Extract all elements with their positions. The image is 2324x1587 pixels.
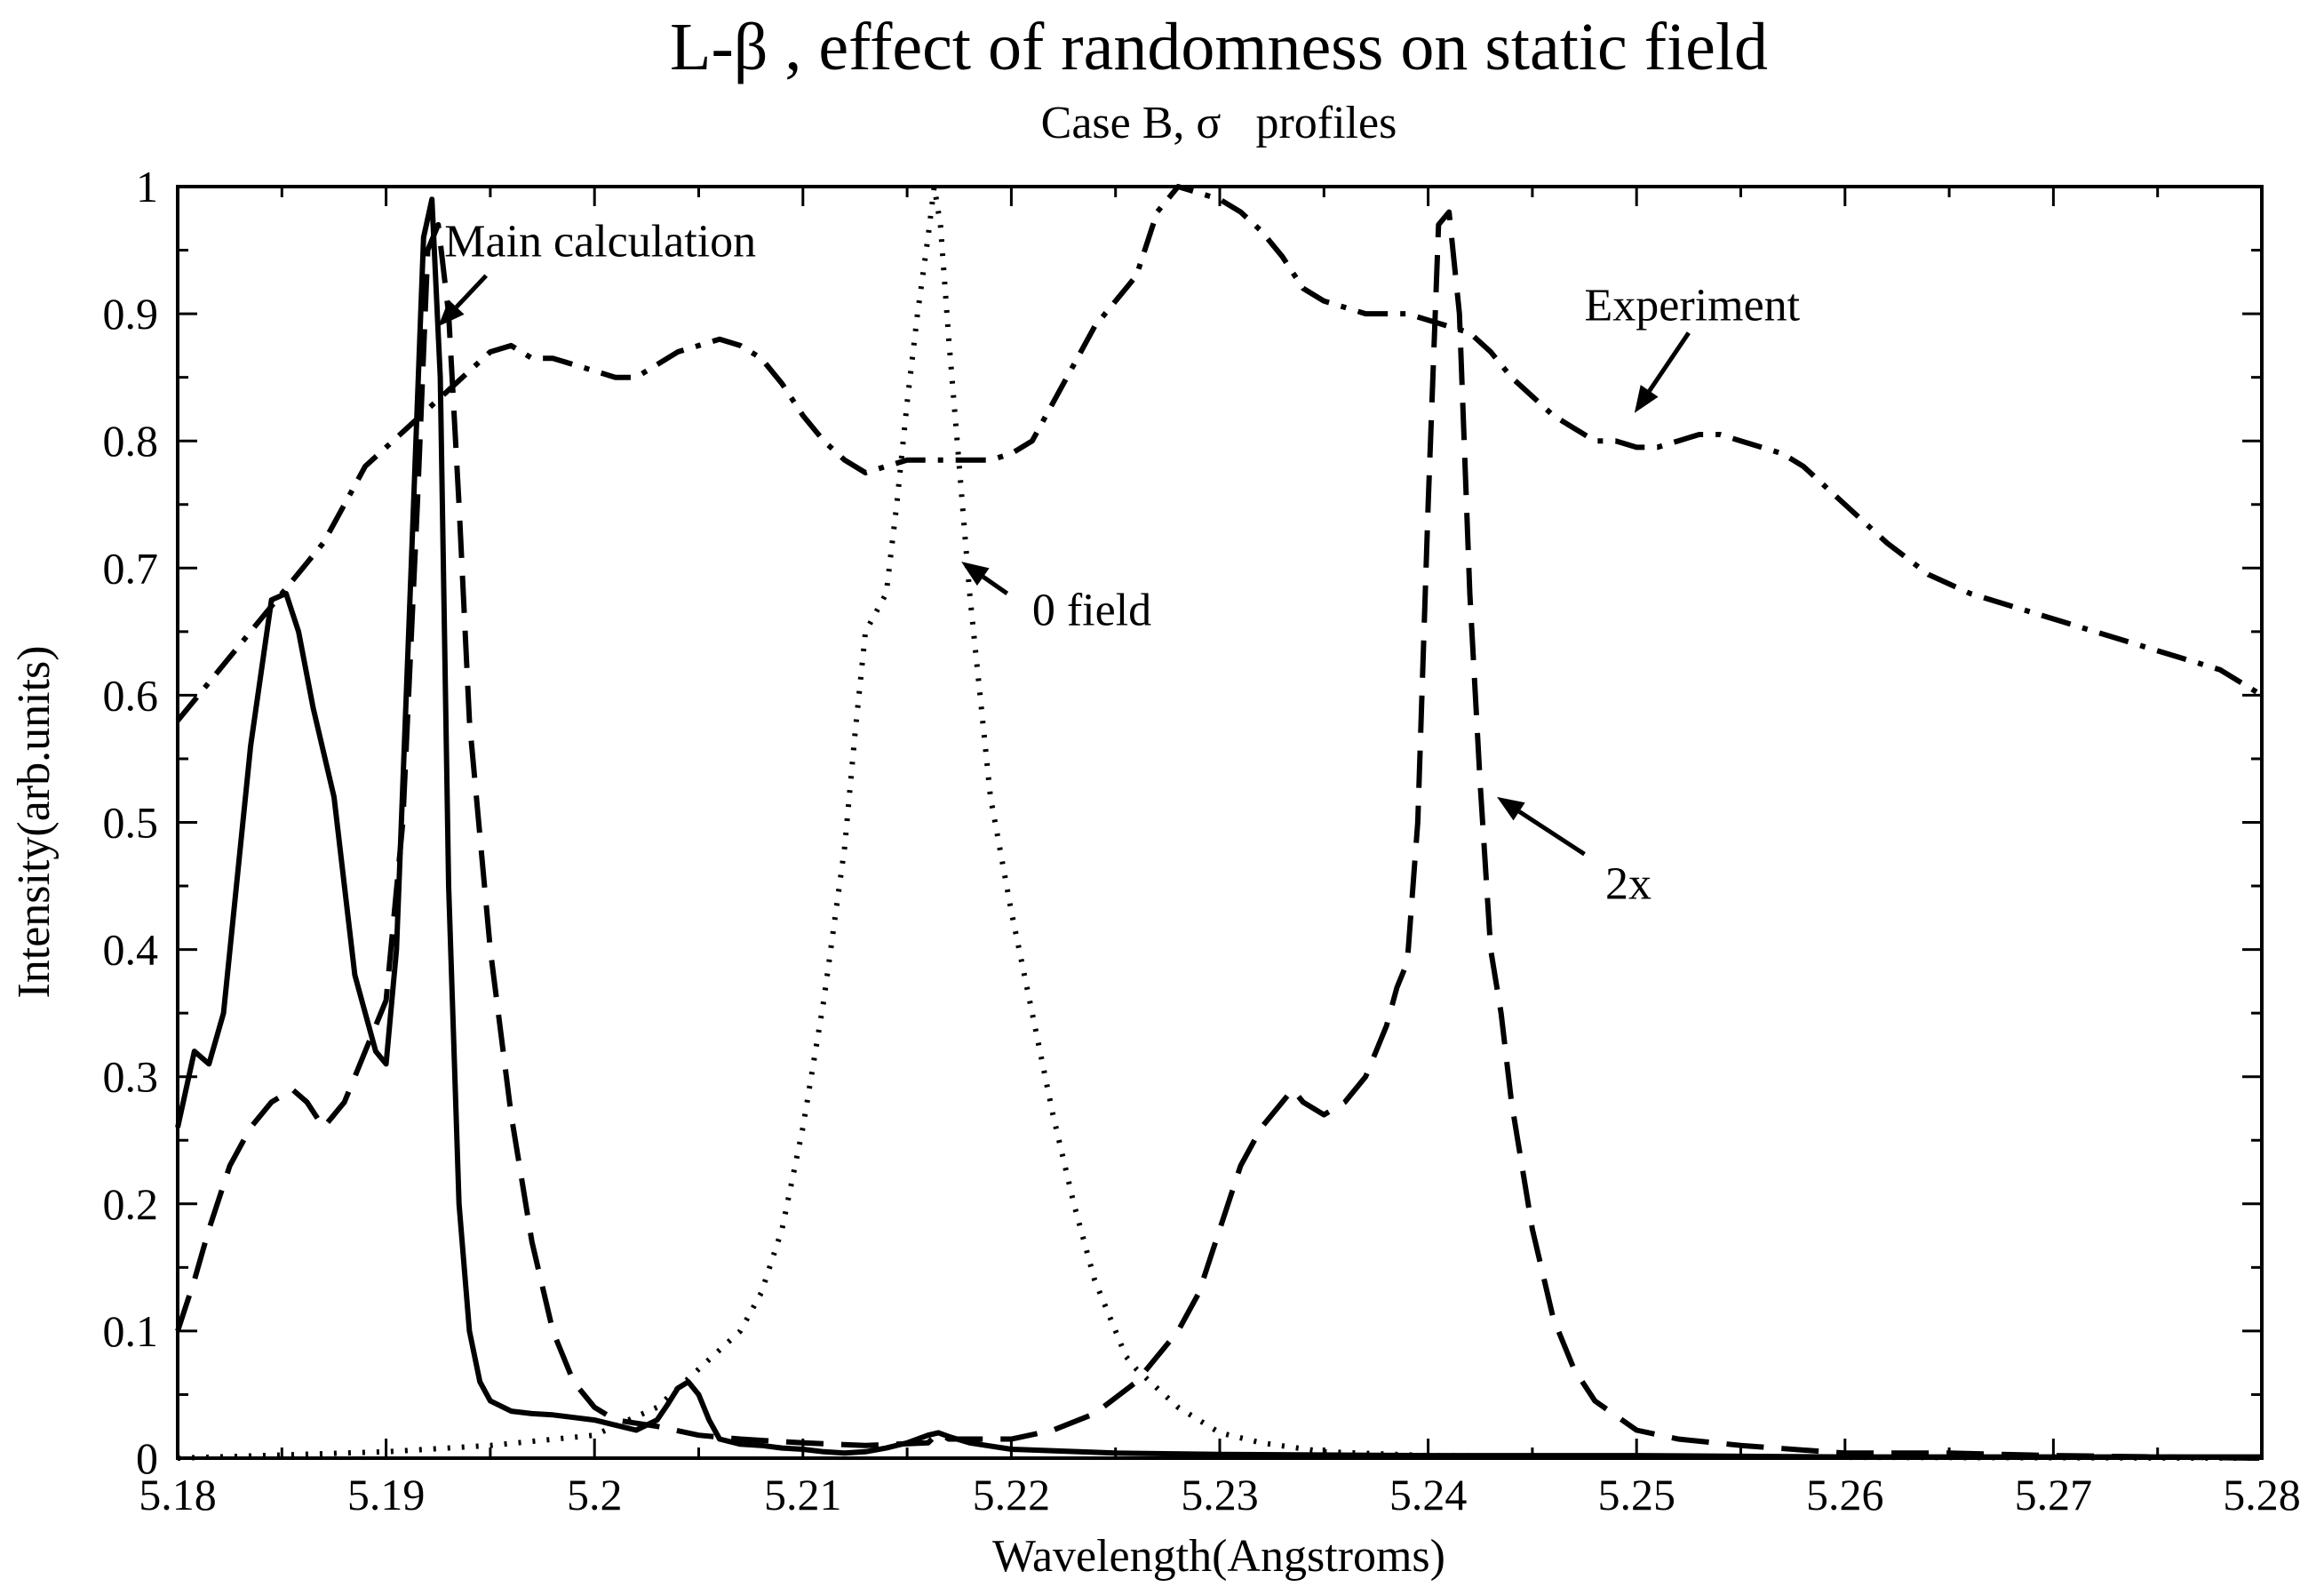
- x-tick-label: 5.19: [347, 1470, 426, 1519]
- annotation-arrow-main-calculation: [455, 274, 489, 309]
- x-tick-label: 5.28: [2223, 1470, 2301, 1519]
- x-tick-label: 5.18: [139, 1470, 217, 1519]
- y-tick-label: 0.4: [103, 925, 159, 975]
- series-layer: [175, 184, 2264, 1461]
- annotation-arrow-0-field: [982, 575, 1009, 595]
- series-line-main-calculation: [175, 196, 2262, 1460]
- y-tick-label: 0.5: [103, 798, 159, 848]
- x-axis-label: Wavelength(Angstroms): [992, 1531, 1445, 1582]
- annotation-label-0-field: 0 field: [1032, 586, 1151, 636]
- x-tick-label: 5.25: [1597, 1470, 1675, 1519]
- y-tick-label: 0.3: [103, 1052, 159, 1102]
- x-tick-label: 5.23: [1181, 1470, 1259, 1519]
- y-tick-label: 0.8: [103, 416, 159, 466]
- annotation-arrowhead-2x: [1497, 796, 1525, 821]
- y-tick-label: 0.6: [103, 670, 159, 720]
- y-tick-label: 0: [136, 1433, 158, 1483]
- annotation-arrowhead-experiment: [1634, 385, 1659, 413]
- x-tick-label: 5.22: [973, 1470, 1051, 1519]
- y-axis-label: Intensity(arb.units): [9, 645, 60, 998]
- y-tick-label: 0.2: [103, 1179, 159, 1229]
- y-tick-label: 0.7: [103, 543, 159, 593]
- y-axis-ticks: 0 0.1 0.2 0.3 0.4 0.5 0.6 0.7 0.8 0.9 1: [103, 162, 2262, 1483]
- annotation-label-experiment: Experiment: [1585, 280, 1801, 331]
- annotation-arrow-2x: [1517, 809, 1586, 857]
- plot-frame: [176, 185, 2264, 1460]
- annotation-arrowhead-main-calculation: [438, 299, 465, 327]
- annotation-label-main-calculation: Main calculation: [444, 217, 756, 267]
- x-tick-label: 5.26: [1806, 1470, 1884, 1519]
- x-tick-label: 5.27: [2015, 1470, 2093, 1519]
- series-line-0-field: [177, 184, 2263, 1461]
- x-tick-label: 5.21: [764, 1470, 842, 1519]
- y-tick-label: 0.9: [103, 289, 159, 339]
- x-tick-label: 5.24: [1389, 1470, 1468, 1519]
- series-line-2x: [175, 209, 2263, 1461]
- y-tick-label: 1: [136, 162, 158, 211]
- annotation-arrowhead-0-field: [961, 562, 990, 586]
- chart-subtitle: Case B, σ profiles: [1041, 98, 1397, 148]
- x-tick-label: 5.2: [567, 1470, 623, 1519]
- y-tick-label: 0.1: [103, 1306, 159, 1356]
- series-line-experiment: [175, 184, 2264, 722]
- annotation-arrow-experiment: [1647, 331, 1691, 393]
- annotation-label-2x: 2x: [1605, 858, 1651, 909]
- annotation-layer: Main calculation 0 field Experiment 2x: [438, 217, 1801, 909]
- x-axis-ticks: 5.18 5.19 5.2 5.21 5.22 5.23 5.24 5.25 5.26 5.27 5…: [139, 187, 2301, 1519]
- chart-title: L-β , effect of randomness on static fie…: [670, 10, 1768, 84]
